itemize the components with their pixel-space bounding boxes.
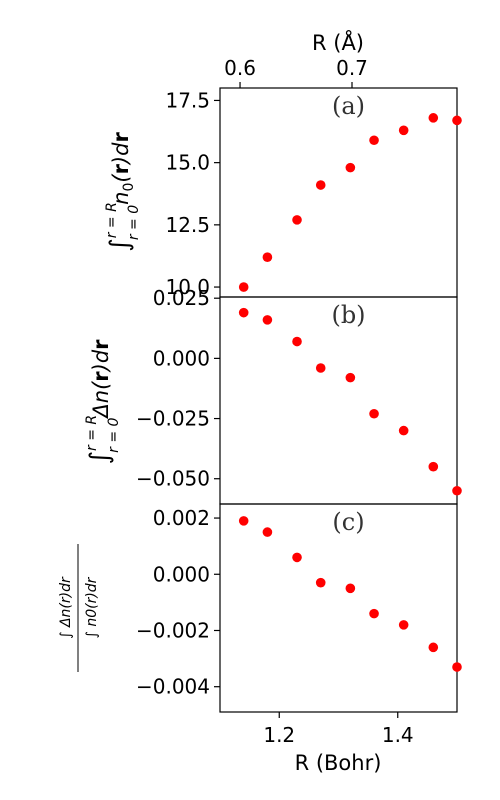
data-point-3-1 [262,527,273,537]
data-point-3-2 [292,552,302,563]
integrand: n [109,192,133,205]
y-tick-label: −0.004 [136,675,210,699]
y-tick-label: 17.5 [165,88,210,112]
data-point-1-8 [452,115,462,126]
data-point-1-4 [345,162,356,173]
data-point-2-3 [315,363,326,373]
upper-limit: r = R [84,415,100,451]
data-point-3-8 [452,662,462,672]
y-tick-label: 0.002 [153,506,210,530]
y-tick-label: −0.050 [136,467,210,491]
data-point-2-7 [428,461,439,472]
labels: 10.0 12.5 15.0 17.5 (a) 0.025 0.000 −0.025 −0.05… [58,29,414,775]
data-point-1-6 [398,125,409,136]
y-tick-label: 0.000 [153,346,210,370]
fraction-numerator: ∫ Δn(r)dr [58,576,74,639]
upper-limit: r = R [104,202,120,238]
y-tick-label: 15.0 [165,151,210,175]
panel-frames [219,87,458,713]
data-point-1-1 [262,252,273,262]
panel-frame-3 [219,503,458,713]
integral-sign: ∫ [85,451,115,465]
y-axis-title-c: ∫ Δn(r)dr ∫ n0(r)dr [58,544,100,672]
paren-open: ( [109,174,133,183]
panel-label: (b) [331,301,365,329]
bold-r-2: r [109,132,133,143]
y-tick-label: 10.0 [165,275,210,299]
panel-label: (a) [332,92,365,120]
data-point-3-3 [315,577,326,588]
data-point-1-3 [315,180,326,190]
data-point-1-7 [428,113,439,123]
top-x-tick-label: 0.7 [336,56,368,80]
y-tick-label: 0.025 [153,286,210,310]
top-x-axis-title: R (Å) [312,29,364,55]
fraction-denominator: ∫ n0(r)dr [84,576,100,638]
data-point-2-6 [398,425,409,436]
paren-close-d: )d [109,142,133,166]
y-tick-label: −0.002 [136,618,210,642]
data-points [238,113,462,672]
axis-ticks [214,82,399,718]
data-point-2-2 [292,336,302,347]
data-point-3-4 [345,583,356,594]
data-point-3-6 [398,620,409,630]
panel-label: (c) [332,508,364,536]
data-point-2-4 [345,372,356,383]
paren-close-d: )d [89,349,113,373]
y-tick-label: −0.025 [136,407,210,431]
x-tick-label: 1.4 [382,723,414,747]
bold-r: r [89,371,113,382]
lower-limit: r = 0 [106,417,122,452]
data-point-1-0 [238,282,249,292]
data-point-1-5 [369,135,379,146]
integrand: Δn( [89,381,113,420]
lower-limit: r = 0 [126,205,142,240]
data-point-2-0 [238,307,249,318]
integral-sign: ∫ [105,238,135,252]
bold-r: r [109,163,133,174]
data-point-2-5 [369,408,379,419]
bold-r-2: r [89,339,113,350]
y-tick-label: 12.5 [165,213,210,237]
data-point-3-0 [238,516,249,526]
data-point-2-1 [262,315,273,325]
x-tick-label: 1.2 [263,723,295,747]
data-point-3-7 [428,642,439,653]
data-point-3-5 [369,608,379,619]
top-x-tick-label: 0.6 [224,56,256,80]
subscript: 0 [121,183,137,192]
y-tick-label: 0.000 [153,562,210,586]
data-point-2-8 [452,485,462,496]
x-axis-title: R (Bohr) [295,751,382,775]
data-point-1-2 [292,215,302,225]
